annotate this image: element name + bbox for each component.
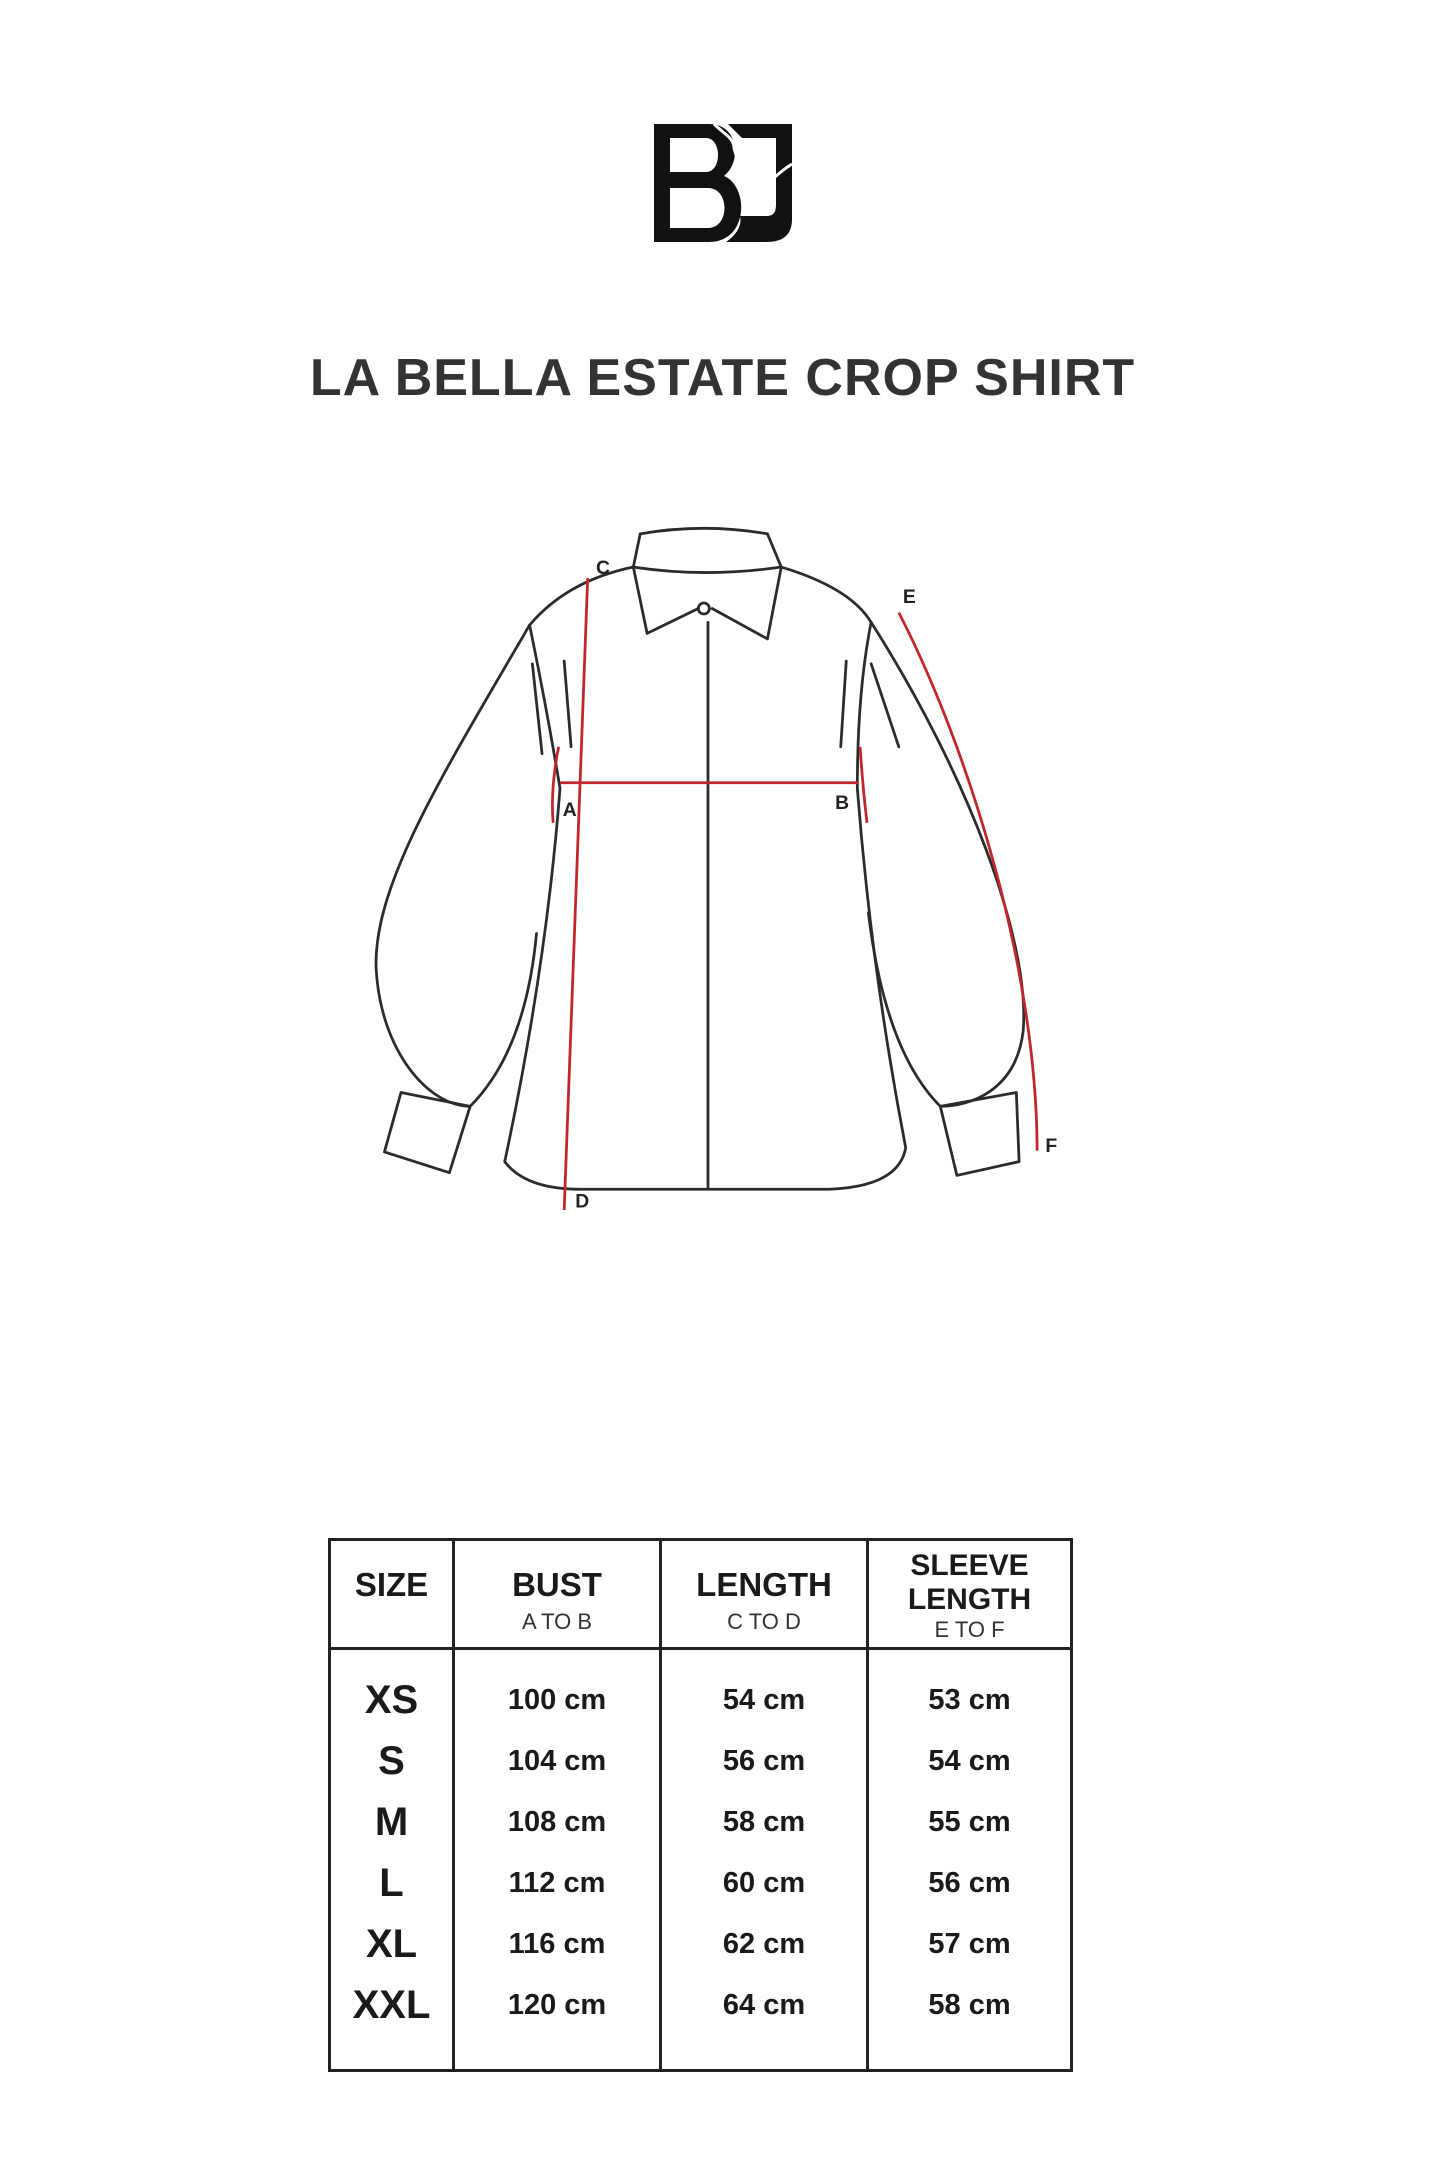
column-size: SIZE XS S M L XL XXL <box>331 1541 455 2069</box>
shirt-body <box>503 620 908 1191</box>
cuff-left <box>383 1091 472 1175</box>
column-bust: BUST A TO B 100 cm 104 cm 108 cm 112 cm 1… <box>455 1541 662 2069</box>
label-b: B <box>835 792 849 814</box>
bust-cell: 120 cm <box>507 1989 607 2021</box>
size-cell: XS <box>364 1678 419 1722</box>
size-cell: L <box>379 1861 404 1905</box>
header-size: SIZE <box>331 1541 452 1650</box>
button-icon <box>696 601 711 616</box>
label-c: C <box>596 557 610 579</box>
sleeve-pleats <box>530 659 901 756</box>
bust-cell: 108 cm <box>507 1806 607 1838</box>
collar-band <box>638 526 769 536</box>
length-cell: 56 cm <box>722 1745 806 1777</box>
page-title: LA BELLA ESTATE CROP SHIRT <box>309 349 1136 407</box>
length-cell: 58 cm <box>722 1806 806 1838</box>
sleeve-cell: 58 cm <box>928 1989 1011 2021</box>
collar-right <box>710 532 783 641</box>
sleeve-right-outer <box>869 620 1026 1108</box>
length-cell: 60 cm <box>722 1867 806 1899</box>
label-a: A <box>563 799 577 821</box>
sleeve-cell: 56 cm <box>928 1867 1011 1899</box>
measurement-lines <box>551 578 1039 1211</box>
sleeve-left-inner <box>468 932 538 1108</box>
sleeve-left-outer <box>374 623 531 1108</box>
size-cell: XXL <box>352 1983 431 2027</box>
column-length: LENGTH C TO D 54 cm 56 cm 58 cm 60 cm 62 … <box>662 1541 869 2069</box>
length-cell: 62 cm <box>722 1928 806 1960</box>
sleeve-cell: 54 cm <box>928 1745 1011 1777</box>
shoulder-right <box>779 565 873 624</box>
size-cell: XL <box>365 1922 418 1966</box>
label-e: E <box>903 586 916 608</box>
sleeve-cell: 55 cm <box>928 1806 1011 1838</box>
header-length: LENGTH C TO D <box>662 1541 866 1650</box>
bust-cell: 116 cm <box>508 1928 606 1960</box>
label-f: F <box>1045 1135 1057 1157</box>
column-sleeve-length: SLEEVE LENGTH E TO F 53 cm 54 cm 55 cm 56… <box>869 1541 1070 2069</box>
sleeve-cell: 53 cm <box>928 1684 1011 1716</box>
size-cell: S <box>378 1739 405 1783</box>
cuff-right <box>938 1091 1021 1177</box>
length-cell: 64 cm <box>722 1989 806 2021</box>
sleeve-line-e-f <box>897 612 1039 1151</box>
size-chart-table: SIZE XS S M L XL XXL BUST A TO B 100 cm 1… <box>328 1538 1073 2072</box>
bust-cell: 104 cm <box>507 1745 607 1777</box>
bust-cell: 100 cm <box>507 1684 607 1716</box>
brand-logo <box>654 124 792 242</box>
collar-left <box>631 532 700 635</box>
length-cell: 54 cm <box>722 1684 806 1716</box>
label-d: D <box>575 1190 589 1212</box>
shoulder-left <box>528 565 635 627</box>
shirt-outline <box>374 526 1026 1191</box>
size-cell: M <box>374 1800 409 1844</box>
header-bust: BUST A TO B <box>455 1541 659 1650</box>
sleeve-cell: 57 cm <box>928 1928 1011 1960</box>
length-line-c-d <box>562 578 590 1211</box>
bust-cell: 112 cm <box>508 1867 606 1899</box>
header-sleeve-length: SLEEVE LENGTH E TO F <box>869 1541 1070 1650</box>
sleeve-right-inner <box>867 911 942 1108</box>
